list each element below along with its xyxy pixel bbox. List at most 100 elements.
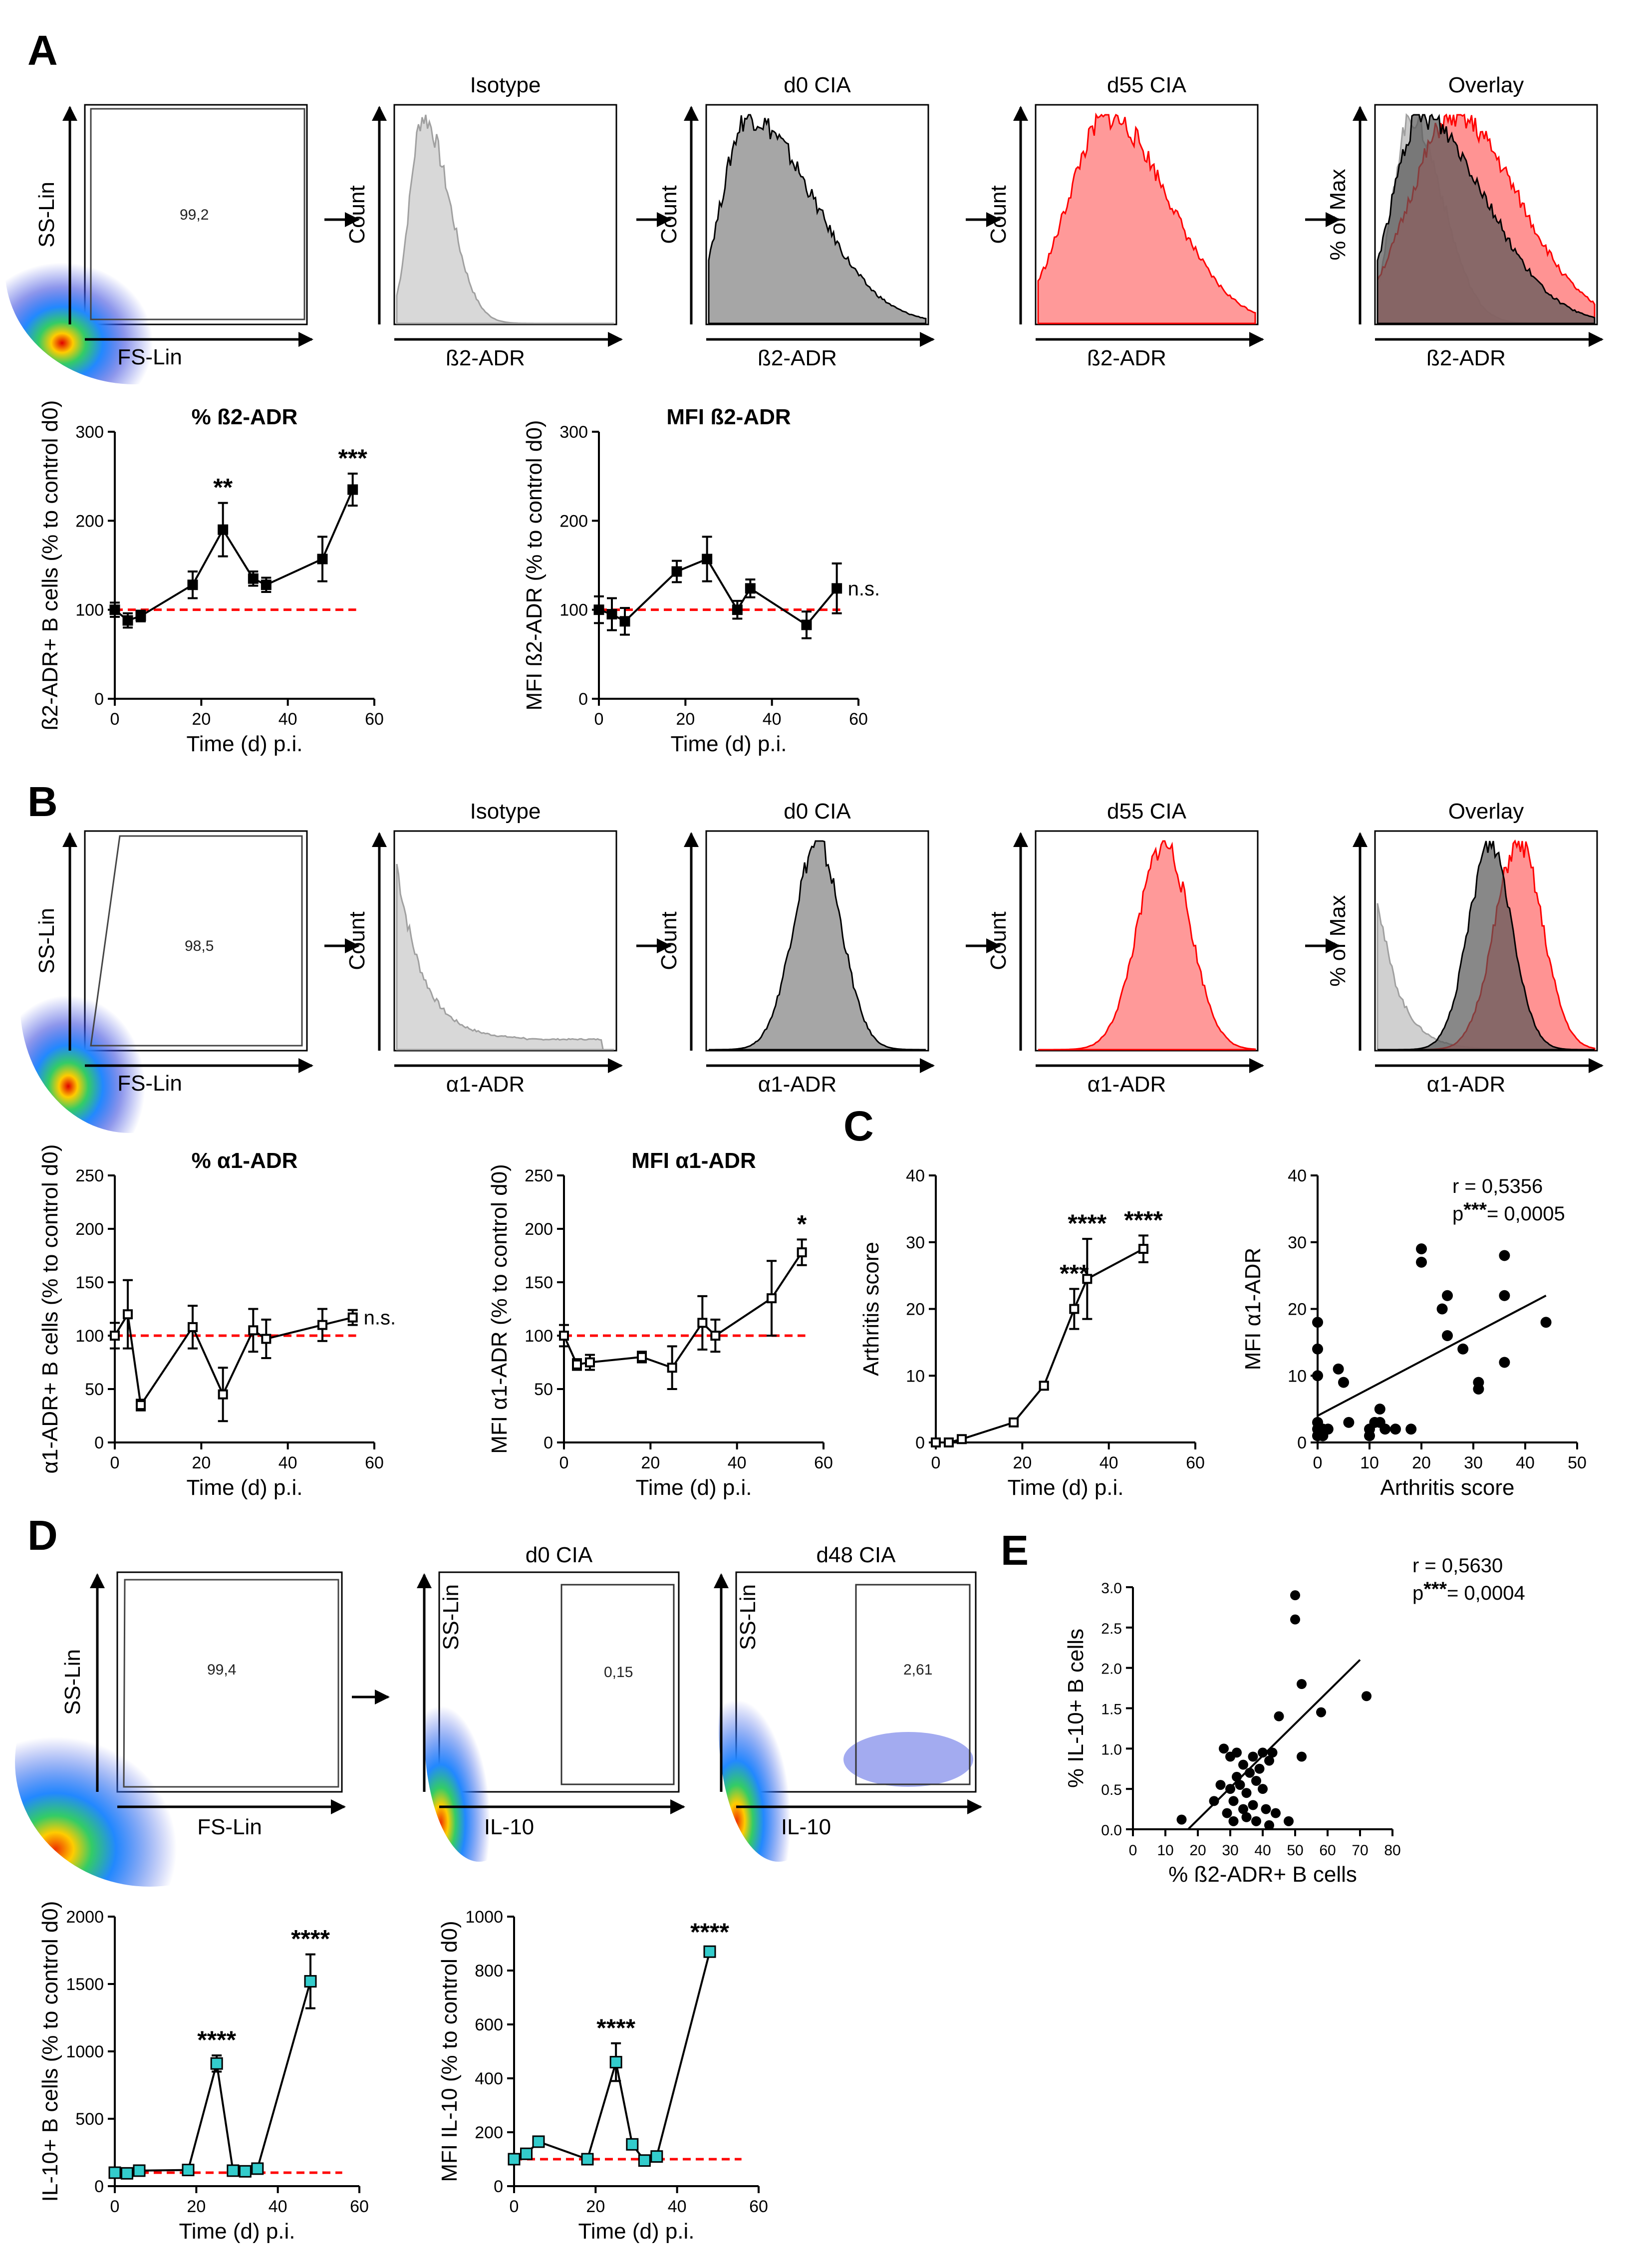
data-point (218, 524, 229, 535)
series-line (563, 1251, 803, 1369)
histogram-title: Isotype (470, 799, 541, 824)
correlation-r: r = 0,5630 (1412, 1555, 1503, 1577)
y-axis-label: Arthritis score (859, 1242, 883, 1376)
significance-label: **** (1124, 1206, 1163, 1234)
data-point (801, 619, 812, 630)
histogram-title: d0 CIA (784, 73, 851, 97)
chart-title: MFI ß2-ADR (666, 405, 791, 429)
histogram-title: d55 CIA (1107, 73, 1187, 97)
y-tick-label: 300 (75, 423, 104, 442)
y-axis-label: ß2-ADR+ B cells (% to control d0) (38, 400, 62, 730)
histogram-xlabel: ß2-ADR (758, 346, 837, 370)
panel-label-b: B (27, 778, 58, 825)
data-point (619, 616, 630, 627)
x-axis-label: Time (d) p.i. (670, 732, 787, 756)
histogram-area (396, 114, 614, 324)
chart-title: % ß2-ADR (192, 405, 298, 429)
data-point (108, 2166, 121, 2179)
x-tick-label: 60 (814, 1453, 833, 1472)
x-tick-label: 20 (192, 1453, 211, 1472)
x-tick-label: 40 (1254, 1842, 1271, 1859)
data-point (1264, 1820, 1274, 1830)
histogram-xlabel: α1-ADR (1088, 1072, 1166, 1097)
data-point (957, 1434, 967, 1444)
data-point (585, 1357, 595, 1368)
x-tick-label: 60 (749, 2197, 768, 2216)
y-tick-label: 20 (906, 1300, 925, 1319)
y-tick-label: 300 (559, 423, 588, 442)
x-tick-label: 60 (365, 1453, 384, 1472)
y-axis-label: MFI IL-10 (% to control d0) (437, 1921, 462, 2182)
data-point (187, 579, 198, 590)
x-tick-label: 10 (1360, 1453, 1379, 1472)
x-tick-label: 30 (1464, 1453, 1483, 1472)
significance-label: **** (690, 1918, 729, 1946)
chart-D2: 0 200 400 600 800 1000 0 20 40 60 Time (d) p.i. MFI… (437, 1908, 768, 2244)
histogram-ylabel: Count (986, 185, 1011, 244)
histogram-ylabel: Count (345, 185, 369, 244)
y-tick-label: 200 (75, 512, 104, 531)
data-point (650, 2150, 663, 2163)
data-point (1248, 1751, 1258, 1762)
y-tick-label: 800 (475, 1962, 503, 1981)
x-tick-label: 40 (763, 710, 782, 729)
data-point (1232, 1771, 1242, 1782)
y-tick-label: 1.0 (1101, 1741, 1122, 1758)
flow-b-gate-ylabel: SS-Lin (34, 908, 59, 974)
flow-d-gate-xlabel: FS-Lin (197, 1815, 262, 1839)
y-tick-label: 2000 (66, 1908, 104, 1927)
x-tick-label: 40 (728, 1453, 747, 1472)
series-line (114, 489, 354, 622)
histogram-1: Isotype Count α1-ADR (324, 799, 623, 1097)
y-tick-label: 10 (1288, 1367, 1307, 1386)
histogram-1: Isotype Count ß2-ADR (324, 73, 623, 370)
data-point (1209, 1796, 1219, 1806)
flow-a-gate-ylabel: SS-Lin (34, 182, 59, 248)
chart-C2: 0 10 20 30 40 0 10 20 30 40 50 Arthritis score MFI α… (1241, 1166, 1587, 1500)
y-tick-label: 2.5 (1101, 1621, 1122, 1637)
x-tick-label: 60 (350, 2197, 369, 2216)
y-tick-label: 250 (525, 1166, 553, 1185)
data-point (1238, 1804, 1248, 1814)
ns-label: n.s. (364, 1307, 396, 1329)
chart-title: % α1-ADR (192, 1148, 298, 1173)
y-tick-label: 0 (94, 690, 104, 709)
data-point (703, 1945, 716, 1958)
data-point (1241, 1812, 1252, 1822)
data-point (1333, 1363, 1344, 1375)
data-point (667, 1363, 677, 1373)
flow-d48-value: 2,61 (903, 1662, 932, 1678)
x-tick-label: 50 (1287, 1842, 1303, 1859)
y-tick-label: 0.5 (1101, 1782, 1122, 1798)
flow-d-plots: 99,4 SS-Lin FS-Lin 0,15 d0 CIA SS-Lin IL… (15, 1543, 982, 1887)
histogram-area (1377, 841, 1595, 1051)
y-tick-label: 0 (915, 1433, 925, 1452)
chart-A2: 0 100 200 300 0 20 40 60 Time (d) p.i. MFI ß2-ADR… (522, 405, 880, 756)
data-point (1251, 1816, 1261, 1826)
data-point (1241, 1788, 1252, 1798)
data-point (508, 2153, 521, 2166)
x-tick-label: 60 (1319, 1842, 1336, 1859)
data-point (1238, 1759, 1248, 1770)
data-point (710, 1331, 721, 1341)
y-tick-label: 0 (578, 690, 588, 709)
x-tick-label: 0 (931, 1453, 941, 1472)
flow-d48-ylabel: SS-Lin (736, 1584, 760, 1650)
histogram-ylabel: Count (657, 185, 681, 244)
x-tick-label: 40 (668, 2197, 687, 2216)
y-tick-label: 0 (544, 1433, 553, 1452)
data-point (261, 1334, 272, 1344)
data-point (1232, 1747, 1242, 1758)
data-point (1364, 1430, 1375, 1441)
data-point (931, 1437, 941, 1447)
y-tick-label: 0.0 (1101, 1822, 1122, 1839)
x-tick-label: 60 (365, 710, 384, 729)
y-tick-label: 200 (75, 1220, 104, 1239)
x-axis-label: Time (d) p.i. (179, 2219, 295, 2244)
series-line (598, 558, 838, 626)
data-point (1499, 1250, 1510, 1261)
x-tick-label: 60 (1186, 1453, 1205, 1472)
chart-C1: 0 10 20 30 40 0 20 40 60 Time (d) p.i. Arthritis s… (859, 1166, 1205, 1500)
data-point (1235, 1780, 1245, 1790)
chart-E: 0.0 0.5 1.0 1.5 2.0 2.5 3.0 0 10 20 30 40 50 60 70 80 % … (1064, 1555, 1525, 1887)
